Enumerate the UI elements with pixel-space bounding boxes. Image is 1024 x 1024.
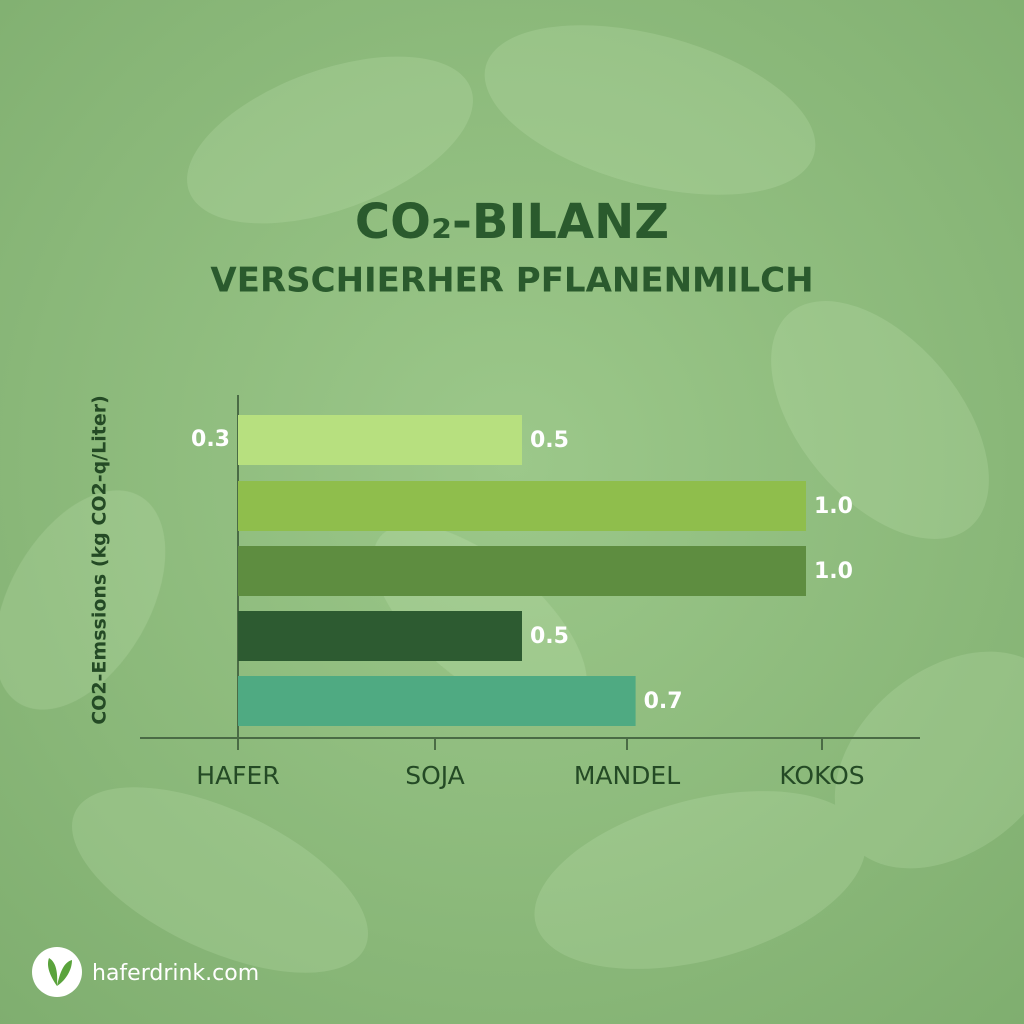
- value-label: 0.5: [530, 624, 569, 649]
- value-label: 0.5: [530, 428, 569, 453]
- chart-title: CO₂-BILANZ: [355, 194, 669, 250]
- bar: [238, 611, 522, 661]
- logo: [32, 947, 82, 997]
- value-label: 0.7: [644, 689, 683, 714]
- logo-leaf: [47, 958, 72, 986]
- x-tick-label: HAFER: [196, 761, 279, 790]
- bar: [238, 415, 522, 465]
- chart-subtitle: VERSCHIERHER PFLANENMILCH: [210, 261, 813, 301]
- value-label: 1.0: [814, 494, 853, 519]
- bar: [238, 546, 806, 596]
- x-tick-label: SOJA: [405, 761, 465, 790]
- x-tick-label: KOKOS: [779, 761, 864, 790]
- footer-text: haferdrink.com: [92, 961, 259, 986]
- y-axis-label: CO2-Emssions (kg CO2-q/Liter): [89, 395, 111, 725]
- annotation: 0.3: [191, 427, 230, 452]
- x-tick-label: MANDEL: [574, 761, 680, 790]
- value-label: 1.0: [814, 559, 853, 584]
- bar: [238, 676, 636, 726]
- bar: [238, 481, 806, 531]
